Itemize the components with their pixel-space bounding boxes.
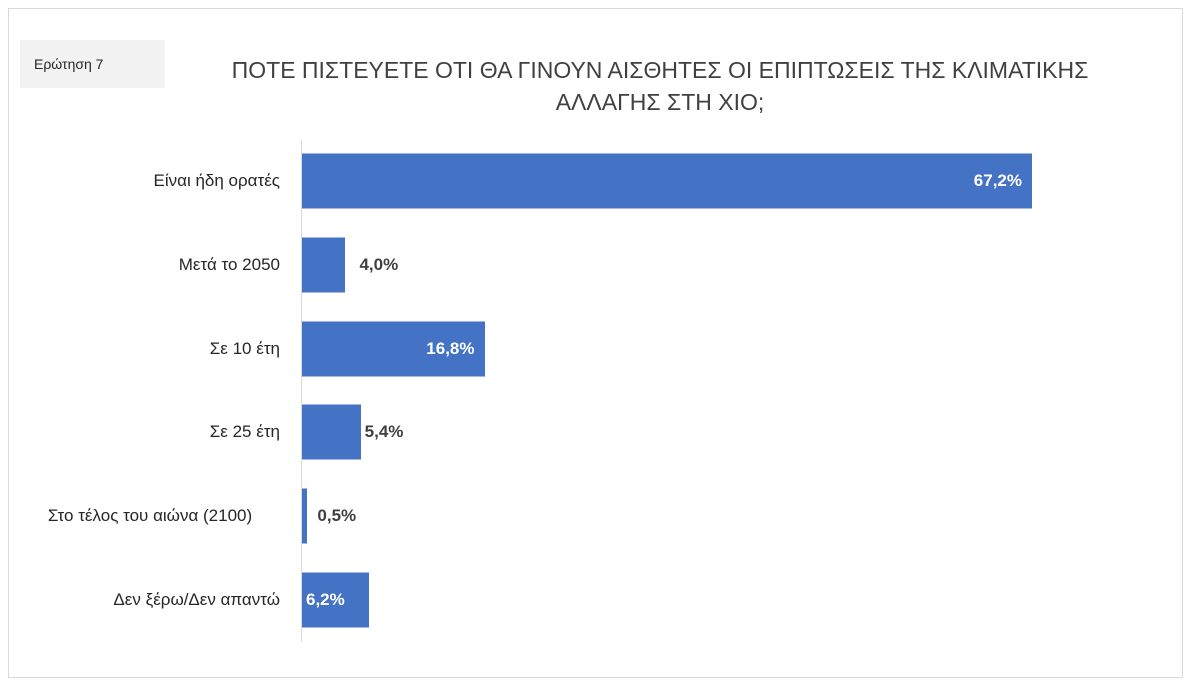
bar — [302, 237, 346, 293]
value-label: 6,2% — [306, 590, 345, 609]
bar — [302, 404, 361, 460]
bar — [302, 153, 1032, 209]
bar — [302, 321, 485, 377]
value-label: 5,4% — [364, 422, 404, 442]
axis-line — [301, 140, 302, 642]
value-label: 16,8% — [426, 338, 475, 358]
bar — [302, 488, 308, 544]
category-label: Μετά το 2050 — [178, 254, 280, 274]
category-label: Σε 25 έτη — [209, 422, 280, 442]
category-label: Στο τέλος του αιώνα (2100) — [47, 506, 253, 526]
chart-title: ΠΟΤΕ ΠΙΣΤΕΥΕΤΕ ΟΤΙ ΘΑ ΓΙΝΟΥΝ ΑΙΣΘΗΤΕΣ ΟΙ… — [231, 57, 1089, 115]
category-label: Είναι ήδη ορατές — [153, 171, 280, 190]
value-label: 0,5% — [317, 506, 357, 526]
bar — [302, 572, 370, 628]
category-label: Δεν ξέρω/Δεν απαντώ — [113, 590, 280, 609]
frame — [8, 8, 1183, 678]
value-label: 4,0% — [359, 254, 399, 274]
category-label: Σε 10 έτη — [209, 338, 280, 358]
question-label: Ερώτηση 7 — [20, 40, 165, 88]
value-label: 67,2% — [973, 171, 1022, 190]
